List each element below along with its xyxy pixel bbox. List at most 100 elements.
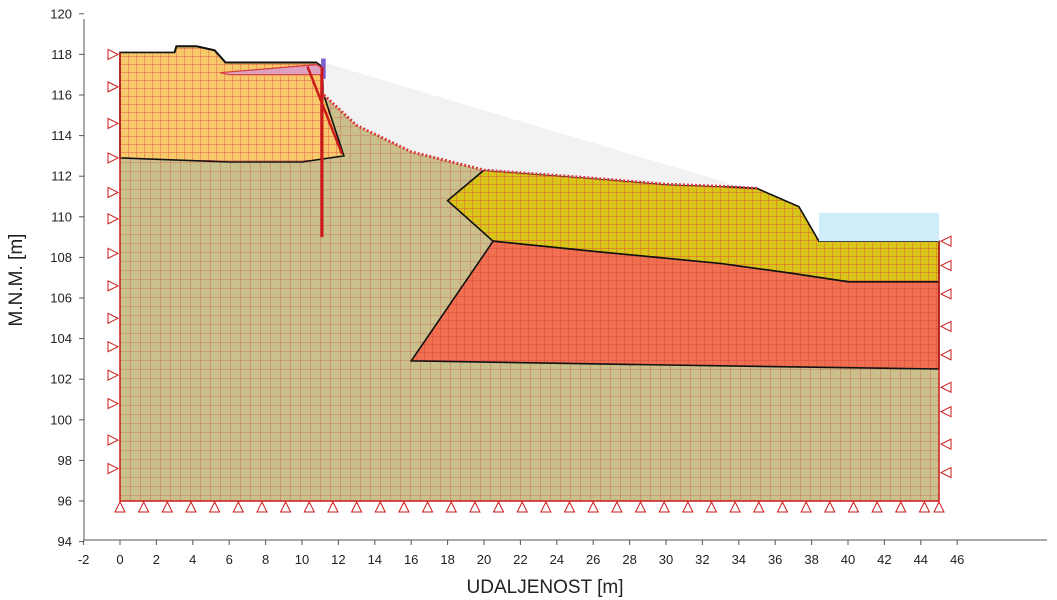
x-tick-label: 40: [841, 552, 855, 567]
left-support: [107, 434, 120, 446]
y-axis-ticks: 94 96 98 100 102 104 106 108 110 112 114 116 118 120: [50, 6, 84, 549]
x-tick-label: 16: [404, 552, 418, 567]
bottom-support: [871, 500, 883, 513]
boundary-supports: [107, 48, 952, 513]
right-support: [939, 466, 952, 479]
y-tick-label: 106: [50, 291, 72, 306]
left-support: [107, 81, 120, 93]
x-tick-label: 46: [950, 552, 964, 567]
right-support: [939, 288, 952, 300]
y-tick-label: 110: [51, 209, 72, 224]
y-tick-label: 96: [58, 494, 72, 509]
bottom-support: [658, 500, 670, 513]
bottom-support: [753, 500, 765, 513]
x-tick-label: 14: [368, 552, 382, 567]
left-support: [107, 48, 120, 61]
x-tick-label: 20: [477, 552, 491, 567]
bottom-support: [469, 500, 481, 513]
bottom-support: [303, 500, 316, 513]
y-tick-label: 98: [58, 453, 72, 468]
x-axis-ticks: -2 0 2 4 6 8 10 12 14 16 18 20 22 24 26 28 30 32 34 36 38 40 4…: [78, 540, 964, 567]
x-tick-label: 44: [914, 552, 928, 567]
bottom-support: [847, 500, 860, 513]
x-tick-label: 26: [586, 552, 600, 567]
x-tick-label: 22: [513, 552, 527, 567]
x-tick-label: 38: [804, 552, 818, 567]
right-support: [939, 320, 952, 333]
bottom-support: [634, 500, 647, 513]
bottom-support: [705, 500, 718, 513]
ground-surface-crest: [173, 45, 317, 64]
slope-surface: [322, 93, 758, 190]
left-support: [107, 117, 120, 130]
soil-regions: [119, 45, 940, 502]
left-support: [107, 152, 120, 164]
x-tick-label: 10: [295, 552, 309, 567]
x-axis-title: UDALJENOST [m]: [467, 577, 624, 598]
domain-boundary: [119, 52, 940, 502]
x-tick-label: 0: [116, 552, 123, 567]
bottom-support: [823, 500, 836, 513]
plot-frame: [83, 19, 1047, 541]
x-tick-label: 30: [659, 552, 673, 567]
bottom-support: [682, 500, 694, 513]
x-tick-label: 28: [622, 552, 636, 567]
bottom-support: [279, 500, 292, 513]
bottom-support: [350, 500, 363, 513]
left-support: [107, 213, 120, 225]
bottom-support: [232, 500, 245, 513]
y-tick-label: 120: [50, 6, 72, 21]
y-tick-label: 108: [50, 250, 72, 265]
bottom-support: [208, 500, 221, 513]
right-support: [939, 381, 952, 394]
bottom-support: [776, 500, 789, 513]
right-support: [939, 349, 952, 361]
water-body: [818, 212, 939, 242]
x-tick-label: 34: [732, 552, 746, 567]
x-tick-label: 36: [768, 552, 782, 567]
x-tick-label: 6: [226, 552, 233, 567]
bottom-support: [540, 500, 552, 513]
bottom-support: [918, 500, 931, 513]
bottom-support: [894, 500, 907, 513]
bottom-support: [516, 500, 529, 513]
y-tick-label: 118: [51, 47, 72, 62]
y-tick-label: 94: [58, 534, 72, 549]
x-tick-label: 42: [877, 552, 891, 567]
left-support: [107, 312, 120, 325]
y-tick-label: 112: [51, 169, 72, 184]
inclined-strut: [306, 66, 344, 155]
bottom-support: [185, 500, 197, 513]
left-support: [107, 397, 120, 410]
y-tick-label: 100: [50, 412, 72, 427]
y-axis-title: M.N.M. [m]: [6, 234, 27, 327]
left-support: [107, 340, 120, 353]
bottom-support: [374, 500, 387, 513]
bottom-support: [611, 500, 623, 513]
x-tick-label: 32: [695, 552, 709, 567]
left-support: [107, 369, 120, 381]
x-tick-label: 4: [189, 552, 196, 567]
excavated-zone: [323, 62, 739, 187]
mesh-embankment: [119, 45, 345, 163]
x-tick-label: 12: [331, 552, 345, 567]
bottom-support: [729, 500, 741, 513]
x-tick-label: 24: [550, 552, 564, 567]
y-tick-label: 104: [50, 331, 72, 346]
right-support: [939, 235, 952, 247]
bottom-support: [563, 500, 576, 513]
y-tick-label: 116: [51, 88, 72, 103]
x-tick-label: 2: [153, 552, 160, 567]
model-features: [119, 45, 940, 502]
left-support: [107, 186, 120, 199]
left-support: [107, 280, 120, 292]
bottom-support: [114, 500, 126, 513]
y-tick-label: 114: [51, 128, 72, 143]
left-support: [107, 462, 120, 475]
bottom-support: [327, 500, 339, 513]
bottom-support: [587, 500, 600, 513]
y-tick-label: 102: [50, 372, 72, 387]
right-support: [939, 438, 952, 450]
right-support: [939, 405, 952, 418]
